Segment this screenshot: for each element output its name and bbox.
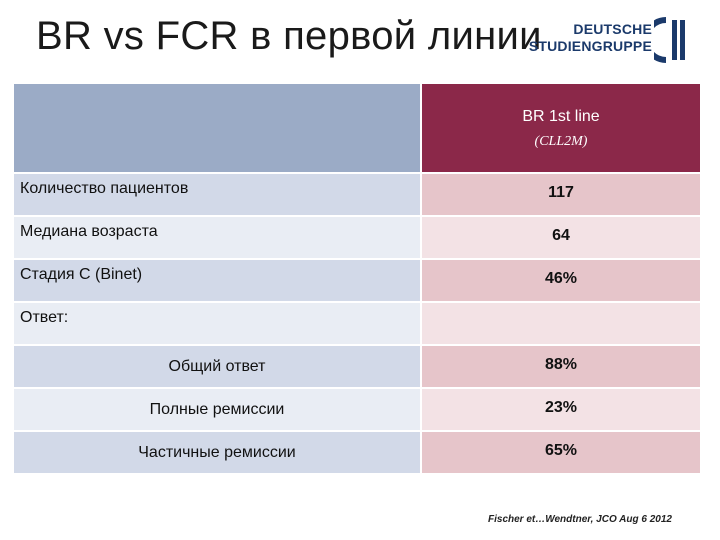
row-value: 117: [548, 184, 574, 201]
row-label: Ответ:: [20, 309, 69, 326]
header-br-cell: BR 1st line (CLL2M): [420, 84, 700, 172]
row-label: Количество пациентов: [20, 180, 189, 197]
table-row: Медиана возраста 64: [14, 217, 700, 260]
row-value: 88%: [544, 356, 578, 373]
row-value: 46%: [544, 270, 578, 287]
header-title: BR 1st line: [522, 108, 600, 125]
logo: DEUTSCHE STUDIENGRUPPE: [529, 16, 686, 64]
cll-logo-icon: [654, 17, 685, 63]
row-label: Частичные ремиссии: [138, 444, 296, 461]
table-row: Ответ:: [14, 303, 700, 346]
row-value: 65%: [544, 442, 578, 459]
row-value: 23%: [544, 399, 578, 416]
header-empty-cell: [14, 84, 420, 172]
row-label: Медиана возраста: [20, 223, 158, 240]
citation: Fischer et…Wendtner, JCO Aug 6 2012: [488, 514, 672, 525]
table-row: Количество пациентов 117: [14, 174, 700, 217]
table-row: Полные ремиссии 23%: [14, 389, 700, 432]
slide-title: BR vs FCR в первой линии: [36, 14, 542, 58]
logo-line1: DEUTSCHE: [573, 21, 652, 37]
table-header-row: BR 1st line (CLL2M): [14, 84, 700, 174]
table-row: Частичные ремиссии 65%: [14, 432, 700, 475]
table-row: Стадия C (Binet) 46%: [14, 260, 700, 303]
logo-line2: STUDIENGRUPPE: [528, 38, 652, 54]
table-row: Общий ответ 88%: [14, 346, 700, 389]
row-value: 64: [552, 227, 570, 244]
header-subtitle: (CLL2M): [534, 134, 588, 149]
row-label: Полные ремиссии: [149, 401, 285, 418]
row-label: Стадия C (Binet): [20, 266, 143, 283]
row-label: Общий ответ: [168, 358, 266, 375]
logo-text: DEUTSCHE STUDIENGRUPPE: [529, 21, 652, 55]
comparison-table: BR 1st line (CLL2M) Количество пациентов…: [14, 84, 700, 475]
